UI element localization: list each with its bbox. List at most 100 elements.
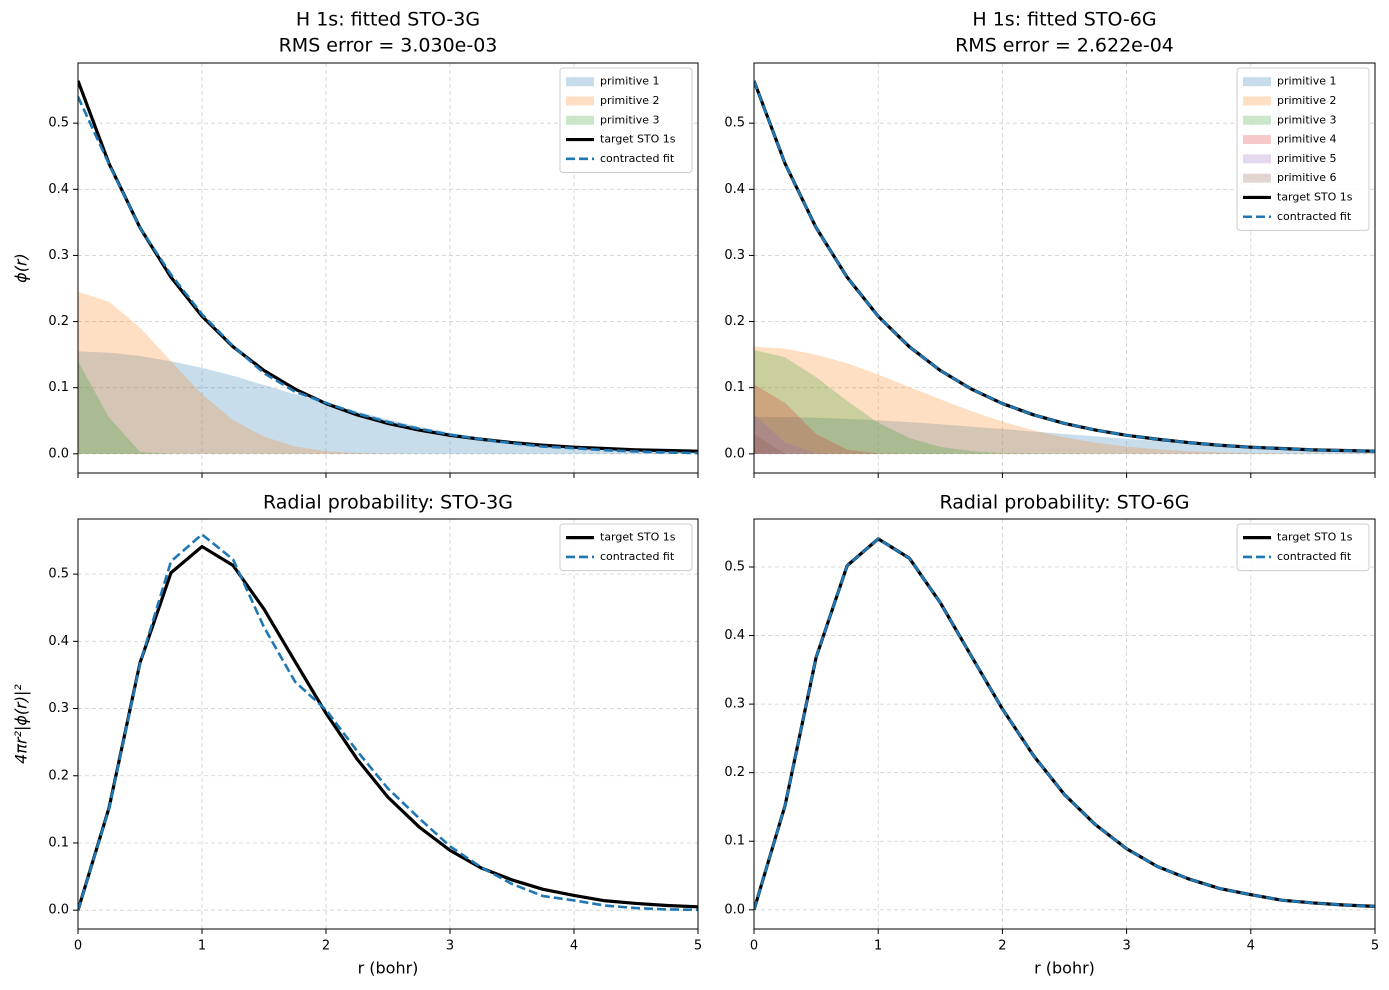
line — [78, 96, 698, 455]
legend-swatch — [566, 115, 594, 125]
x-tick-label: 1 — [874, 939, 882, 954]
legend-swatch — [1243, 115, 1271, 125]
chart-subtitle: RMS error = 2.622e-04 — [955, 35, 1174, 57]
legend-label: target STO 1s — [1277, 190, 1353, 203]
y-tick-label: 0.1 — [48, 380, 69, 395]
y-axis-label: 4πr²|ϕ(r)|² — [12, 684, 31, 764]
legend-swatch — [566, 96, 594, 106]
legend-label: primitive 1 — [1277, 75, 1336, 88]
y-axis-label: ϕ(r) — [12, 253, 31, 283]
y-tick-label: 0.3 — [48, 248, 69, 263]
legend-label: primitive 6 — [1277, 171, 1336, 184]
axes-frame — [77, 62, 699, 474]
legend-box — [1236, 523, 1370, 572]
legend-label: contracted fit — [600, 152, 675, 165]
x-tick-label: 3 — [446, 939, 454, 954]
y-tick-label: 0.3 — [724, 697, 745, 712]
subplot: 0.0 0.1 0.2 0.3 0.4 0.5 H 1s: fitted STO-6G RMS… — [724, 9, 1376, 478]
legend-label: primitive 1 — [600, 75, 659, 88]
y-tick-label: 0.4 — [724, 182, 745, 197]
legend-label: primitive 4 — [1277, 133, 1336, 146]
x-axis-label: r (bohr) — [358, 959, 419, 978]
y-tick-label: 0.4 — [48, 634, 69, 649]
chart-title: H 1s: fitted STO-6G — [972, 9, 1156, 31]
legend-box — [1236, 67, 1370, 231]
y-tick-label: 0.1 — [724, 834, 745, 849]
area — [78, 351, 698, 454]
chart-title: Radial probability: STO-6G — [940, 492, 1190, 514]
y-tick-label: 0.0 — [724, 446, 745, 461]
y-tick-label: 0.2 — [724, 765, 745, 780]
legend-swatch — [1243, 135, 1271, 145]
y-tick-label: 0.1 — [724, 380, 745, 395]
legend-box — [559, 67, 693, 173]
legend-swatch — [566, 77, 594, 87]
legend-swatch — [1243, 96, 1271, 106]
legend-label: primitive 2 — [600, 94, 659, 107]
legend: primitive 1 primitive 2 primitive 3 primiti… — [1236, 67, 1370, 231]
x-tick-label: 0 — [74, 939, 82, 954]
subplot: 0 1 2 3 4 5 0.0 0.1 0.2 0.3 0.4 0.5 Radial probabili… — [12, 492, 703, 978]
legend-label: contracted fit — [1277, 210, 1352, 223]
legend-label: target STO 1s — [1277, 531, 1353, 544]
y-tick-label: 0.3 — [724, 248, 745, 263]
y-tick-label: 0.5 — [724, 116, 745, 131]
axes-frame — [753, 62, 1376, 474]
plot-area — [78, 533, 698, 912]
y-tick-label: 0.0 — [48, 903, 69, 918]
legend: target STO 1s contracted fit — [1236, 523, 1370, 572]
x-tick-label: 3 — [1122, 939, 1130, 954]
legend-label: contracted fit — [1277, 550, 1352, 563]
chart-title: Radial probability: STO-3G — [263, 492, 513, 514]
x-tick-label: 5 — [694, 939, 702, 954]
axes-frame — [753, 518, 1376, 930]
x-tick-label: 1 — [198, 939, 206, 954]
line — [754, 537, 1375, 911]
legend-swatch — [1243, 154, 1271, 164]
y-tick-label: 0.2 — [724, 314, 745, 329]
x-tick-label: 2 — [322, 939, 330, 954]
y-tick-label: 0.2 — [48, 314, 69, 329]
legend-swatch — [1243, 173, 1271, 183]
chart-title: H 1s: fitted STO-3G — [296, 9, 480, 31]
y-tick-label: 0.5 — [724, 559, 745, 574]
x-tick-label: 0 — [750, 939, 758, 954]
y-tick-label: 0.0 — [724, 902, 745, 917]
x-tick-label: 4 — [1247, 939, 1255, 954]
legend-label: contracted fit — [600, 550, 675, 563]
axes-frame — [77, 518, 699, 930]
area — [78, 291, 698, 454]
plot-area — [754, 80, 1375, 454]
line — [78, 544, 698, 911]
x-tick-label: 5 — [1371, 939, 1379, 954]
y-tick-label: 0.1 — [48, 835, 69, 850]
y-tick-label: 0.4 — [724, 628, 745, 643]
y-tick-label: 0.5 — [48, 116, 69, 131]
legend-box — [559, 523, 693, 572]
y-tick-label: 0.5 — [48, 567, 69, 582]
y-tick-label: 0.4 — [48, 182, 69, 197]
legend-label: target STO 1s — [600, 133, 676, 146]
x-tick-label: 2 — [998, 939, 1006, 954]
x-axis-label: r (bohr) — [1034, 959, 1095, 978]
legend: target STO 1s contracted fit — [559, 523, 693, 572]
y-tick-label: 0.0 — [48, 446, 69, 461]
area — [754, 346, 1375, 454]
chart-subtitle: RMS error = 3.030e-03 — [279, 35, 498, 57]
legend-label: primitive 5 — [1277, 152, 1336, 165]
line — [754, 80, 1375, 453]
area — [754, 416, 1375, 454]
legend-swatch — [1243, 77, 1271, 87]
area — [754, 350, 1375, 454]
subplot: 0 1 2 3 4 5 0.0 0.1 0.2 0.3 0.4 0.5 Radial probabili… — [724, 492, 1379, 978]
subplot: 0.0 0.1 0.2 0.3 0.4 0.5 H 1s: fitted STO-3G RMS… — [12, 9, 699, 478]
plot-area — [78, 80, 698, 455]
y-tick-label: 0.2 — [48, 768, 69, 783]
line — [78, 533, 698, 912]
legend: primitive 1 primitive 2 primitive 3 target … — [559, 67, 693, 173]
legend-label: primitive 2 — [1277, 94, 1336, 107]
y-tick-label: 0.3 — [48, 701, 69, 716]
plot-area — [754, 537, 1375, 911]
